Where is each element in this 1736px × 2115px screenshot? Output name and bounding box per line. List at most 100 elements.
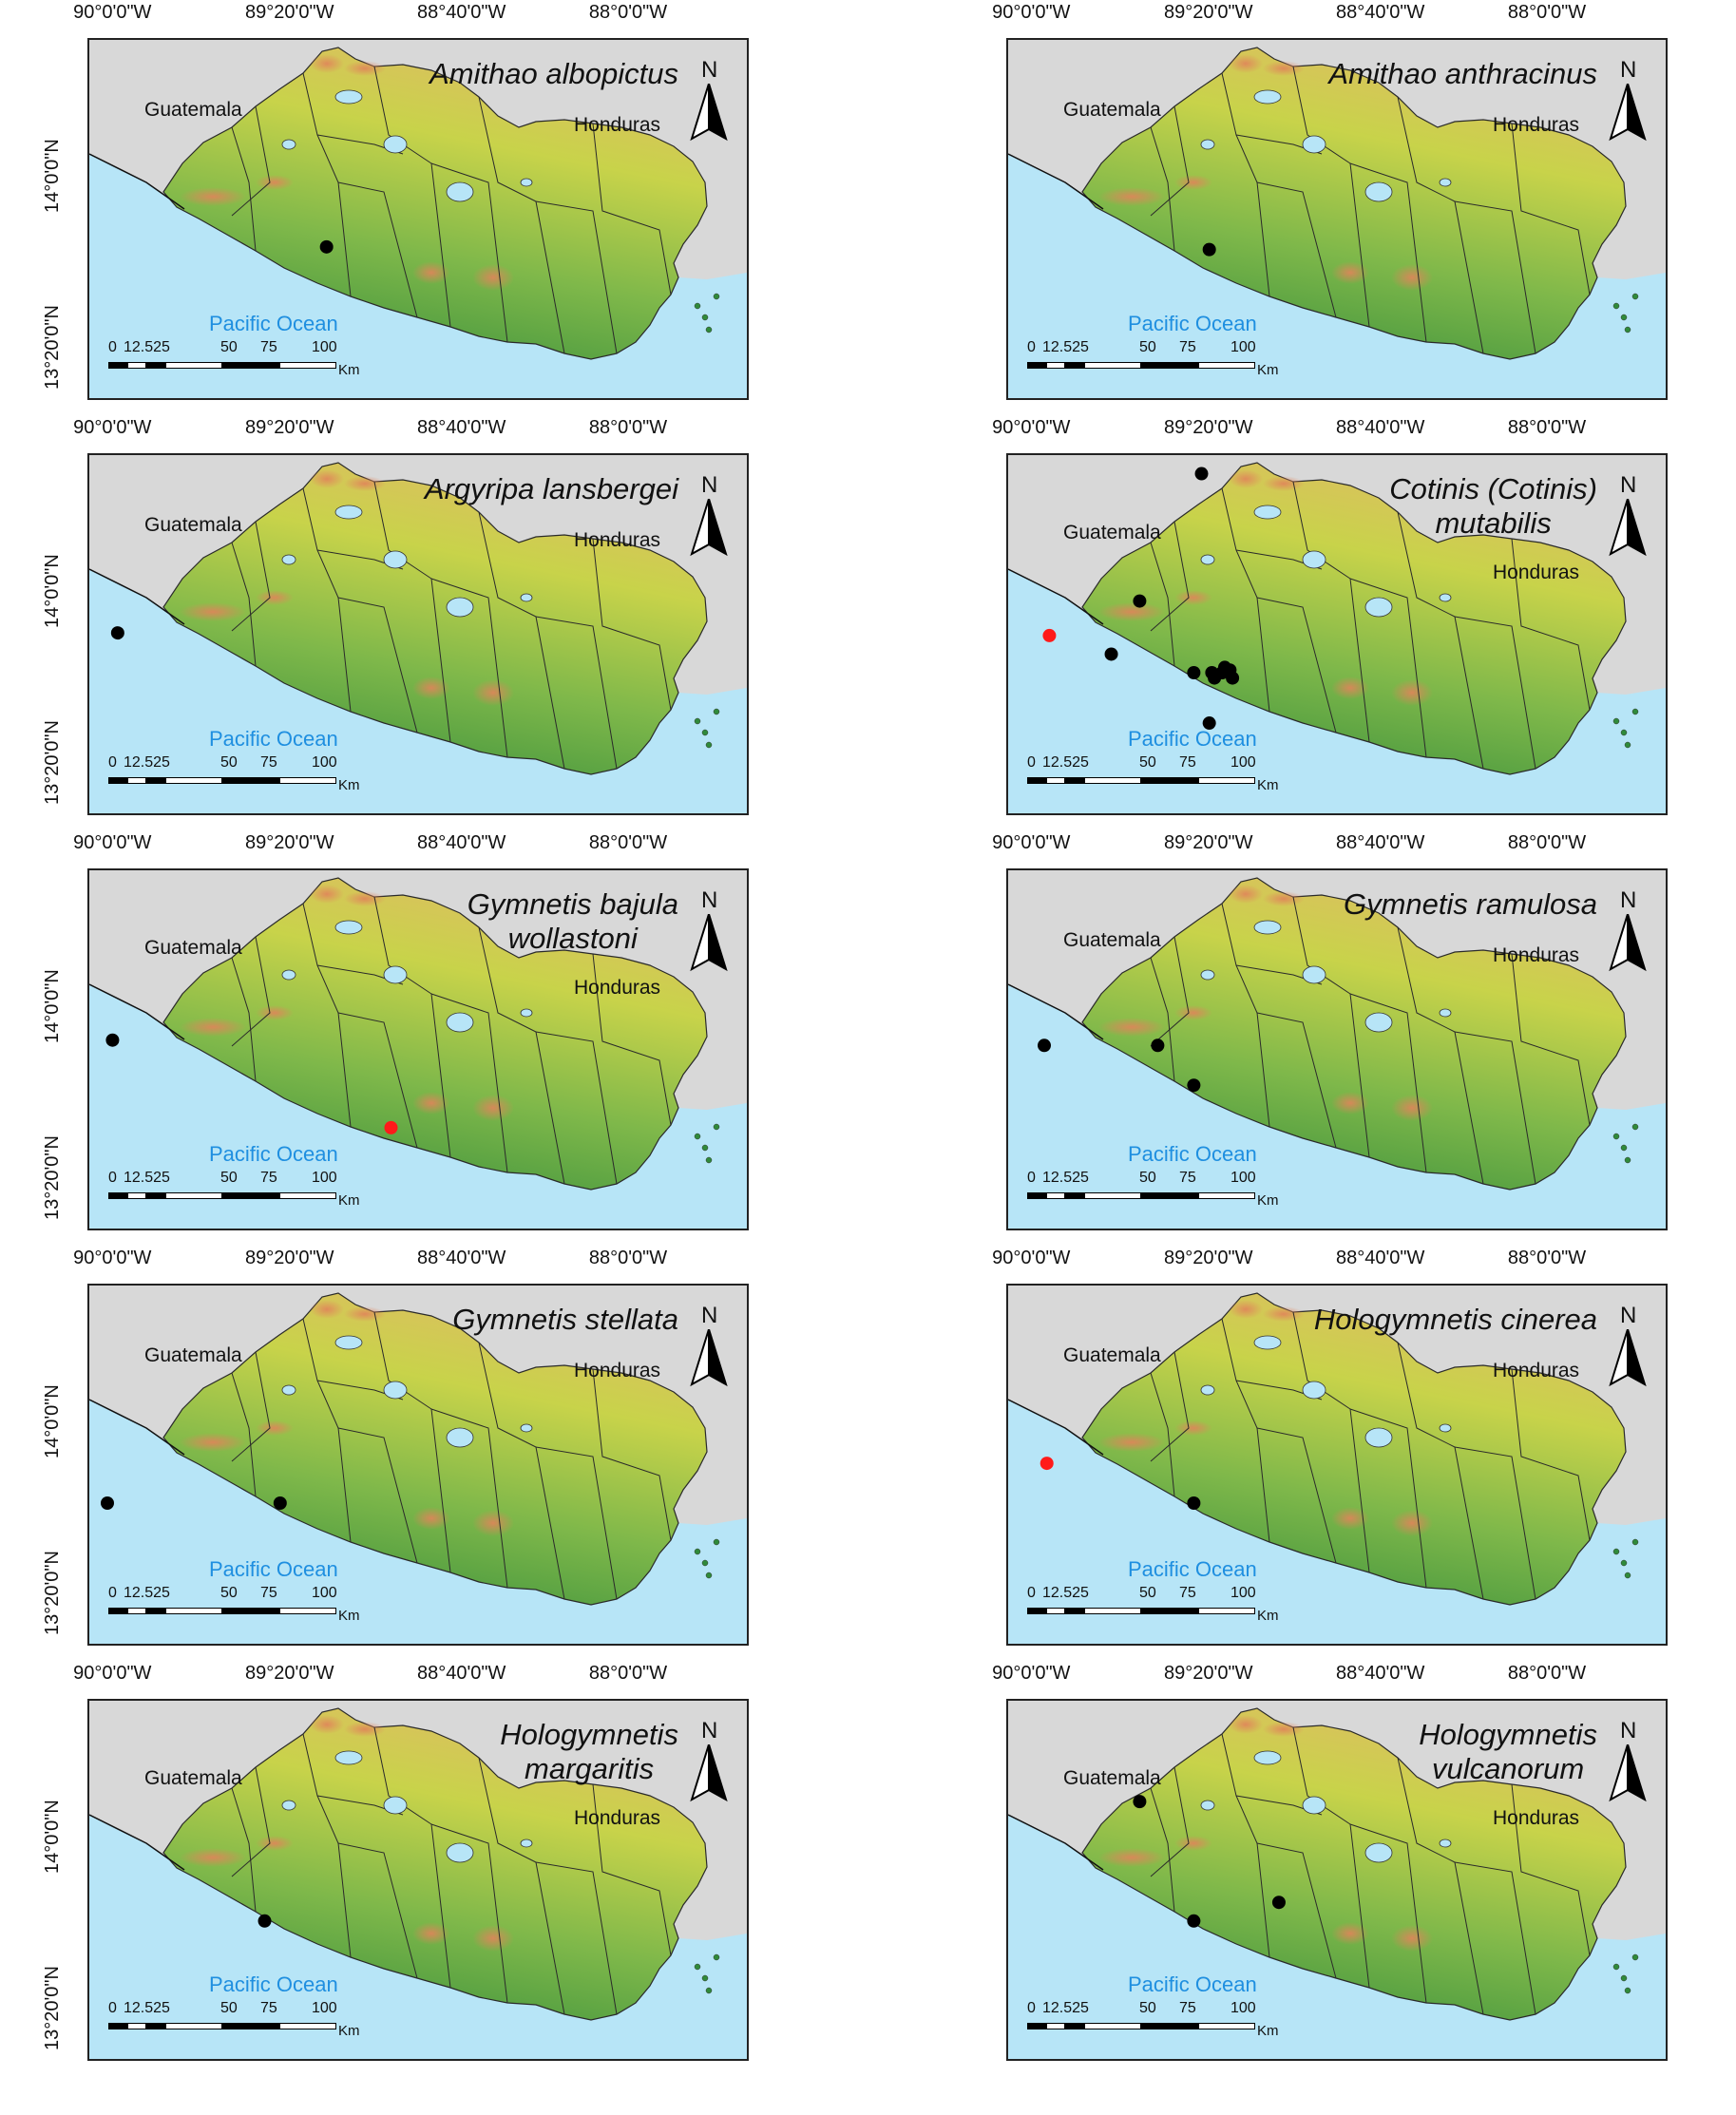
scale-tick-label: 75 [260,754,277,771]
highland-relief [472,264,514,291]
lake [520,1839,533,1848]
scale-tick-label: 75 [260,1585,277,1601]
north-arrow-shape [690,84,728,142]
scale-unit: Km [338,362,360,378]
highland-relief [1331,1507,1369,1530]
gulf-island [1631,1953,1639,1961]
lake [1439,1423,1452,1433]
department-border [231,105,271,217]
scale-segment [1065,362,1084,369]
highland-relief [1174,175,1212,190]
department-border [302,1318,352,1543]
highland-relief [344,1306,386,1322]
department-border [1150,1766,1190,1877]
department-border [1150,1372,1175,1497]
scale-segment [146,777,165,784]
department-border [231,542,257,667]
latitude-label: 13°20'0"N [42,719,63,805]
relief-map [1008,1286,1666,1644]
scale-segment [1046,1608,1065,1614]
pacific-ocean-label: Pacific Ocean [209,1557,338,1581]
department-border [1256,597,1337,734]
department-border [337,1012,418,1149]
lake [383,135,408,154]
map-frame: Gymnetis bajula wollastoni Guatemala Hondur… [87,868,749,1230]
record-point [110,626,124,640]
department-border [373,1726,451,1989]
record-point [258,1914,272,1928]
longitude-label: 88°0'0"W [1507,832,1587,853]
species-title-line: vulcanorum [1431,1752,1585,1785]
guatemala-coastline [89,568,185,625]
department-border [337,181,418,318]
scale-segment [1065,777,1084,784]
longitude-label: 88°40'0"W [416,417,506,438]
el-salvador-land [162,877,708,1191]
department-border [302,487,352,713]
department-border [535,1031,618,1185]
scale-tick-label: 12.525 [124,339,170,355]
lake [1302,1796,1326,1815]
gulf-island [713,1953,720,1961]
latitude-label: 13°20'0"N [42,304,63,390]
scale-segment [222,1608,279,1614]
species-title: Hologymnetis cinerea [1314,1303,1597,1337]
scale-tick-label: 50 [220,1170,238,1186]
lake [1253,89,1282,105]
highland-relief [256,175,294,190]
relief-map [1008,40,1666,398]
north-arrow-icon: N [1609,1303,1647,1388]
scale-tick-label: 12.525 [1042,1585,1089,1601]
scale-bar: 0 12.525 50 75 100 Km [108,2000,360,2039]
guatemala-label: Guatemala [144,514,242,536]
longitude-label: 88°0'0"W [588,1248,668,1268]
pacific-ocean [89,1400,747,1644]
highland-relief [256,1420,294,1436]
department-border [231,1351,271,1462]
scale-segment [165,2023,222,2029]
scale-segment [127,362,146,369]
scale-segment [127,1608,146,1614]
department-border [592,1368,672,1541]
scale-tick-label: 100 [312,339,337,355]
department-border [1349,162,1427,343]
scale-bar: 0 12.525 50 75 100 Km [1027,754,1279,793]
scale-tick-label: 100 [312,2000,337,2016]
north-arrow-icon: N [1609,57,1647,143]
scale-segment [127,777,146,784]
gulf-island [1612,302,1620,310]
record-point [1187,1078,1201,1093]
gulf-island [1612,1133,1620,1140]
department-border [1292,1726,1370,1989]
longitude-label: 89°20'0"W [1164,2,1253,23]
scale-segment [1141,777,1198,784]
scale-bar: 0 12.525 50 75 100 Km [1027,1585,1279,1624]
scale-tick-label: 75 [1179,1170,1196,1186]
scale-segment [146,1608,165,1614]
longitude-label: 88°40'0"W [1335,1248,1425,1268]
department-border [1349,1408,1427,1589]
department-border [1256,1012,1337,1149]
lake [1364,1842,1393,1863]
department-border [430,578,508,758]
scale-tick-label: 12.525 [124,1170,170,1186]
highland-relief [1229,469,1263,488]
scale-tick-label: 100 [312,1585,337,1601]
scale-tick-label: 100 [1230,339,1256,355]
department-border [1292,1311,1370,1573]
lake [281,1800,296,1811]
department-border [1221,1318,1270,1543]
record-point [1187,1496,1201,1510]
honduras-label: Honduras [574,1360,661,1381]
lake [334,920,363,935]
north-label: N [1620,1718,1637,1743]
department-border [592,123,672,295]
el-salvador-land [162,1707,708,2021]
gulf-island [694,302,701,310]
species-title-line: margaritis [525,1752,655,1785]
department-border [1454,1861,1536,2015]
lake [1200,554,1215,565]
gulf-island [705,741,713,749]
scale-segment [127,1192,146,1199]
lake [1364,597,1393,618]
